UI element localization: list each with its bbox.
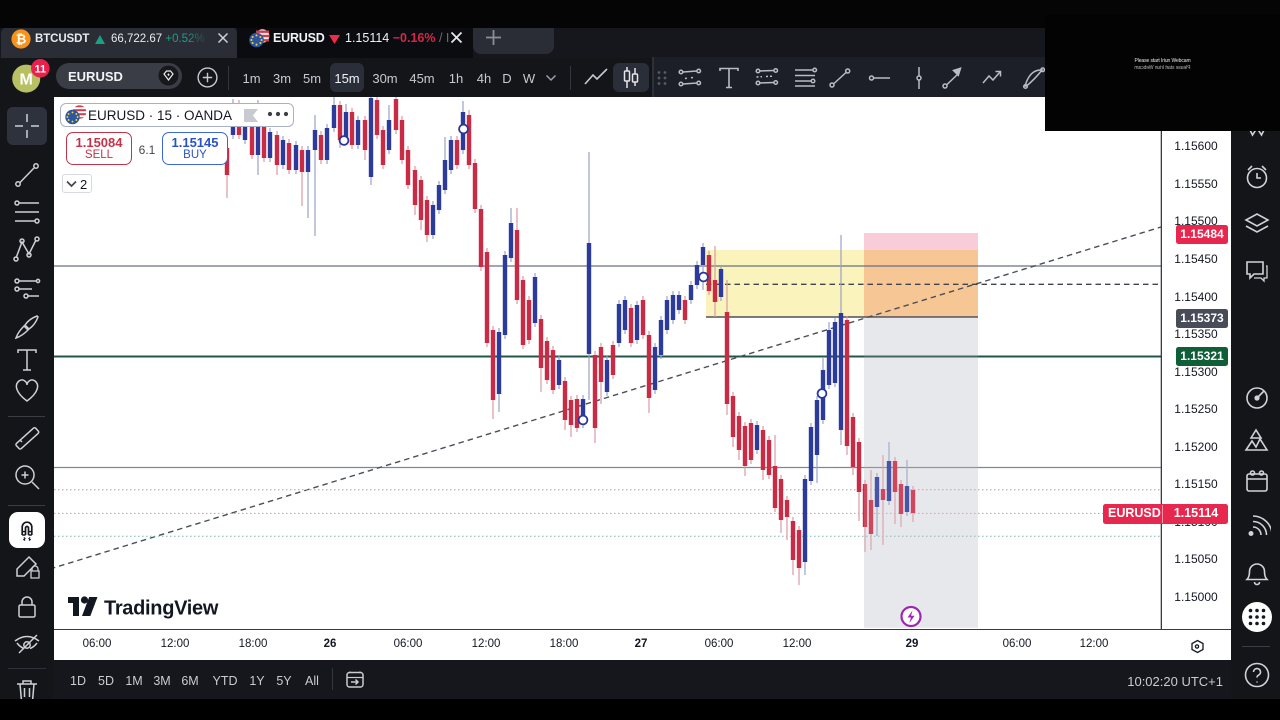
svg-text:TradingView: TradingView	[104, 598, 219, 620]
svg-text:M: M	[20, 72, 33, 89]
svg-text:₿: ₿	[16, 32, 27, 47]
svg-text:11: 11	[34, 64, 46, 76]
